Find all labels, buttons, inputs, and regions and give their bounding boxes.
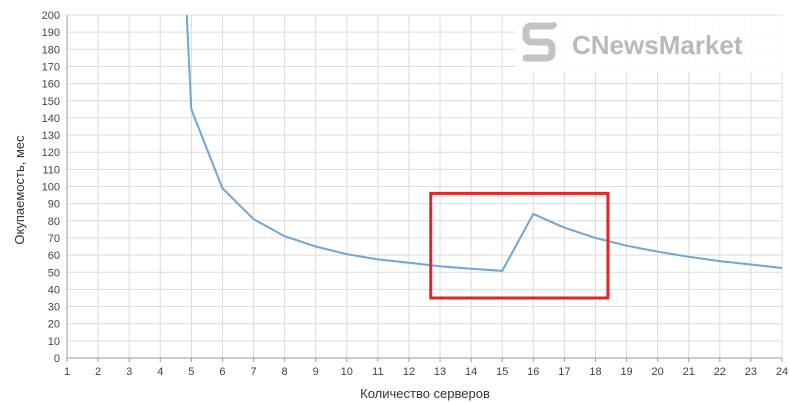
y-tick-label-90: 90 <box>48 199 60 211</box>
y-tick-label-60: 60 <box>48 250 60 262</box>
x-tick-label-6: 6 <box>219 366 225 378</box>
x-tick-label-13: 13 <box>434 366 446 378</box>
x-tick-label-19: 19 <box>620 366 632 378</box>
x-axis-ticks: 1 2 3 4 5 6 7 8 9 10 11 12 13 14 15 16 17 18 19 20 21 22 23 24 <box>64 358 788 378</box>
y-tick-label-180: 180 <box>42 44 60 56</box>
x-tick-label-9: 9 <box>313 366 319 378</box>
highlight-box-group <box>429 191 610 300</box>
x-tick-label-2: 2 <box>95 366 101 378</box>
y-tick-label-80: 80 <box>48 216 60 228</box>
y-tick-label-50: 50 <box>48 267 60 279</box>
y-tick-label-160: 160 <box>42 79 60 91</box>
y-tick-label-10: 10 <box>48 336 60 348</box>
y-tick-label-30: 30 <box>48 302 60 314</box>
x-tick-label-18: 18 <box>589 366 601 378</box>
y-tick-label-120: 120 <box>42 147 60 159</box>
x-tick-label-23: 23 <box>745 366 757 378</box>
x-tick-label-7: 7 <box>250 366 256 378</box>
x-tick-label-22: 22 <box>714 366 726 378</box>
y-tick-label-190: 190 <box>42 27 60 39</box>
y-tick-label-170: 170 <box>42 61 60 73</box>
chart-axes <box>66 15 782 359</box>
watermark-text: CNewsMarket <box>572 30 743 60</box>
y-tick-label-140: 140 <box>42 113 60 125</box>
x-tick-label-16: 16 <box>527 366 539 378</box>
x-tick-label-12: 12 <box>403 366 415 378</box>
x-tick-label-1: 1 <box>64 366 70 378</box>
y-tick-label-0: 0 <box>54 353 60 365</box>
x-tick-label-4: 4 <box>157 366 163 378</box>
x-tick-label-17: 17 <box>558 366 570 378</box>
y-tick-label-130: 130 <box>42 130 60 142</box>
x-tick-label-8: 8 <box>282 366 288 378</box>
watermark-background <box>515 16 783 72</box>
x-axis-label: Количество серверов <box>360 386 490 401</box>
watermark: CNewsMarket <box>515 16 783 72</box>
highlight-box <box>429 191 610 300</box>
y-tick-label-100: 100 <box>42 182 60 194</box>
y-axis-label: Окупаемость, мес <box>12 135 27 245</box>
x-tick-label-14: 14 <box>465 366 477 378</box>
x-tick-label-11: 11 <box>372 366 383 378</box>
x-tick-label-20: 20 <box>652 366 664 378</box>
y-tick-label-40: 40 <box>48 284 60 296</box>
x-tick-label-24: 24 <box>776 366 788 378</box>
y-tick-label-200: 200 <box>42 10 60 22</box>
y-axis-ticks: 0 10 20 30 40 50 60 70 80 90 100 110 120 130 140 150 160… <box>42 10 60 365</box>
cnews-logo-icon <box>522 22 557 62</box>
y-tick-label-20: 20 <box>48 319 60 331</box>
x-tick-label-5: 5 <box>188 366 194 378</box>
x-tick-label-3: 3 <box>126 366 132 378</box>
x-tick-label-10: 10 <box>341 366 353 378</box>
chart-series <box>185 14 783 272</box>
x-tick-label-15: 15 <box>496 366 508 378</box>
x-tick-label-21: 21 <box>683 366 695 378</box>
y-tick-label-110: 110 <box>42 164 60 176</box>
y-tick-label-150: 150 <box>42 96 60 108</box>
series-line-0 <box>185 14 783 272</box>
y-tick-label-70: 70 <box>48 233 60 245</box>
